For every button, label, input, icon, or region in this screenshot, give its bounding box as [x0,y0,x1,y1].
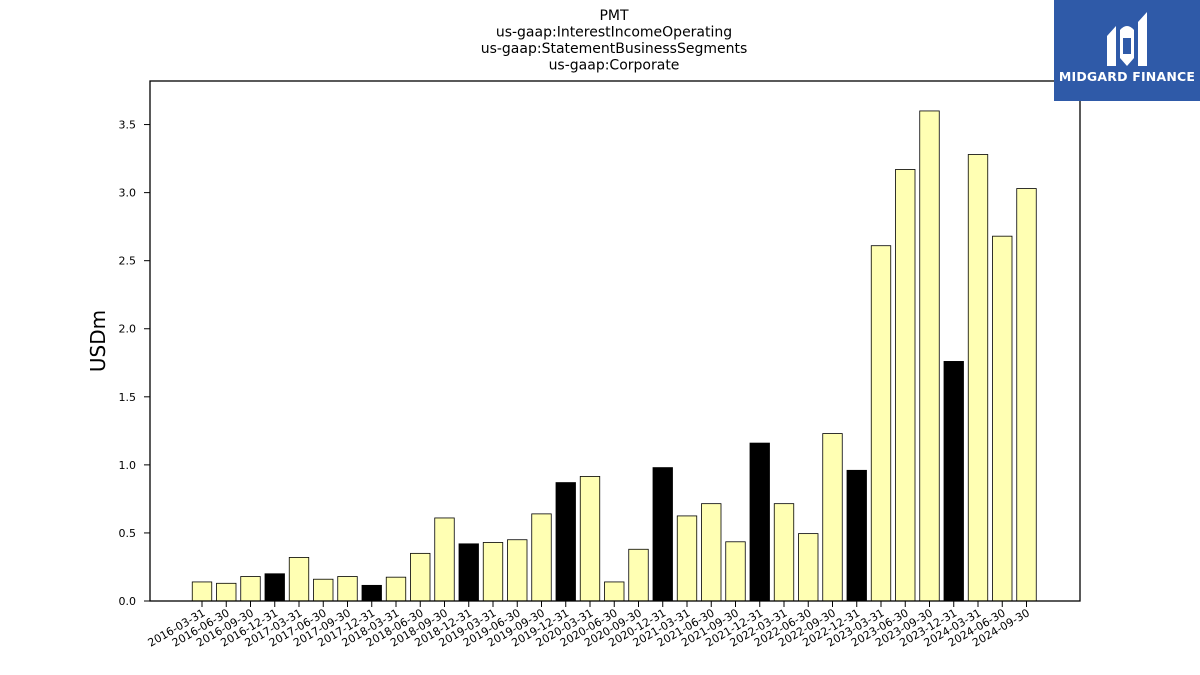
bar-2022-12-31 [846,469,867,602]
bar-2023-03-31 [870,245,892,602]
bar-2024-03-31 [967,154,989,602]
bar-2023-09-30 [919,110,940,602]
bar-2017-12-31 [361,584,382,602]
bar-2024-06-30 [992,235,1013,602]
y-tick-label: 2.5 [119,255,137,268]
y-tick-label: 3.5 [119,119,137,132]
bar-2022-03-31 [773,503,795,602]
bar-2023-12-31 [943,361,964,602]
bar-2018-03-31 [385,576,407,602]
bar-2021-06-30 [701,503,722,602]
chart-title: PMTus-gaap:InterestIncomeOperatingus-gaa… [481,8,748,74]
bar-2016-09-30 [240,576,261,602]
title-line-2: us-gaap:StatementBusinessSegments [481,41,748,57]
bar-2019-09-30 [531,513,552,602]
bar-2018-12-31 [458,543,479,602]
y-axis-label: USDm [86,310,110,372]
logo-text: MIDGARD FINANCE [1058,69,1196,84]
bar-2017-09-30 [337,576,358,602]
bar-2018-06-30 [410,552,431,602]
bar-2021-03-31 [676,515,698,602]
title-line-0: PMT [599,8,629,24]
bar-2017-06-30 [313,578,334,602]
bar-2016-06-30 [216,582,237,602]
bar-2020-06-30 [604,581,625,602]
midgard-logo-mark-icon [1107,12,1147,66]
bar-2024-09-30 [1016,188,1037,602]
bar-2019-06-30 [507,539,528,602]
y-axis: 0.0 0.5 1.0 1.5 2.0 2.5 3.0 3.5 [119,119,150,608]
bar-2020-03-31 [579,476,601,602]
y-tick-label: 1.5 [119,391,137,404]
plot-area-frame [149,80,1081,602]
bar-2023-06-30 [895,169,916,602]
bar-2016-03-31 [191,581,213,602]
y-tick-label: 2.0 [119,323,137,336]
bar-2020-09-30 [628,548,649,602]
x-axis: 2016-03-312016-06-302016-09-302016-12-31… [146,601,1032,650]
y-tick-label: 0.5 [119,527,137,540]
bar-2019-03-31 [482,542,504,602]
bars-group [191,110,1037,602]
bar-2020-12-31 [652,467,673,602]
bar-2021-09-30 [725,541,746,602]
title-line-1: us-gaap:InterestIncomeOperating [496,25,732,41]
bar-2021-12-31 [749,442,770,602]
midgard-finance-logo: MIDGARD FINANCE [1054,0,1200,101]
title-line-3: us-gaap:Corporate [549,58,680,74]
y-tick-label: 0.0 [119,595,137,608]
bar-2017-03-31 [288,557,310,602]
bar-2018-09-30 [434,517,455,602]
y-tick-label: 1.0 [119,459,137,472]
y-tick-label: 3.0 [119,187,137,200]
bar-2022-06-30 [798,533,819,602]
bar-2019-12-31 [555,482,576,602]
bar-2016-12-31 [264,573,285,602]
bar-2022-09-30 [822,433,843,602]
